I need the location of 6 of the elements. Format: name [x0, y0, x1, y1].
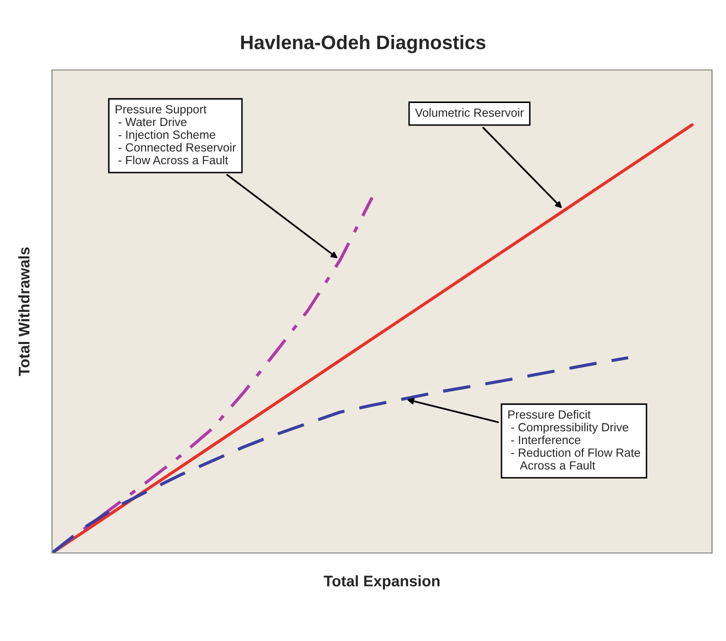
annotation: Pressure Support - Water Drive - Injection Scheme - Connected Reservoir - Flow Across a Fault [116, 105, 236, 164]
text: Volumetric Reservoir [415, 108, 524, 117]
annotation: Pressure Deficit - Compressibility Drive - Interference - Reduction of Flow Rate Across a Fault [508, 410, 640, 470]
y-axis-title: Total Withdrawals [18, 247, 30, 376]
chart-title: Havlena-Odeh Diagnostics [241, 35, 486, 54]
x-axis-title: Total Expansion [324, 575, 440, 590]
